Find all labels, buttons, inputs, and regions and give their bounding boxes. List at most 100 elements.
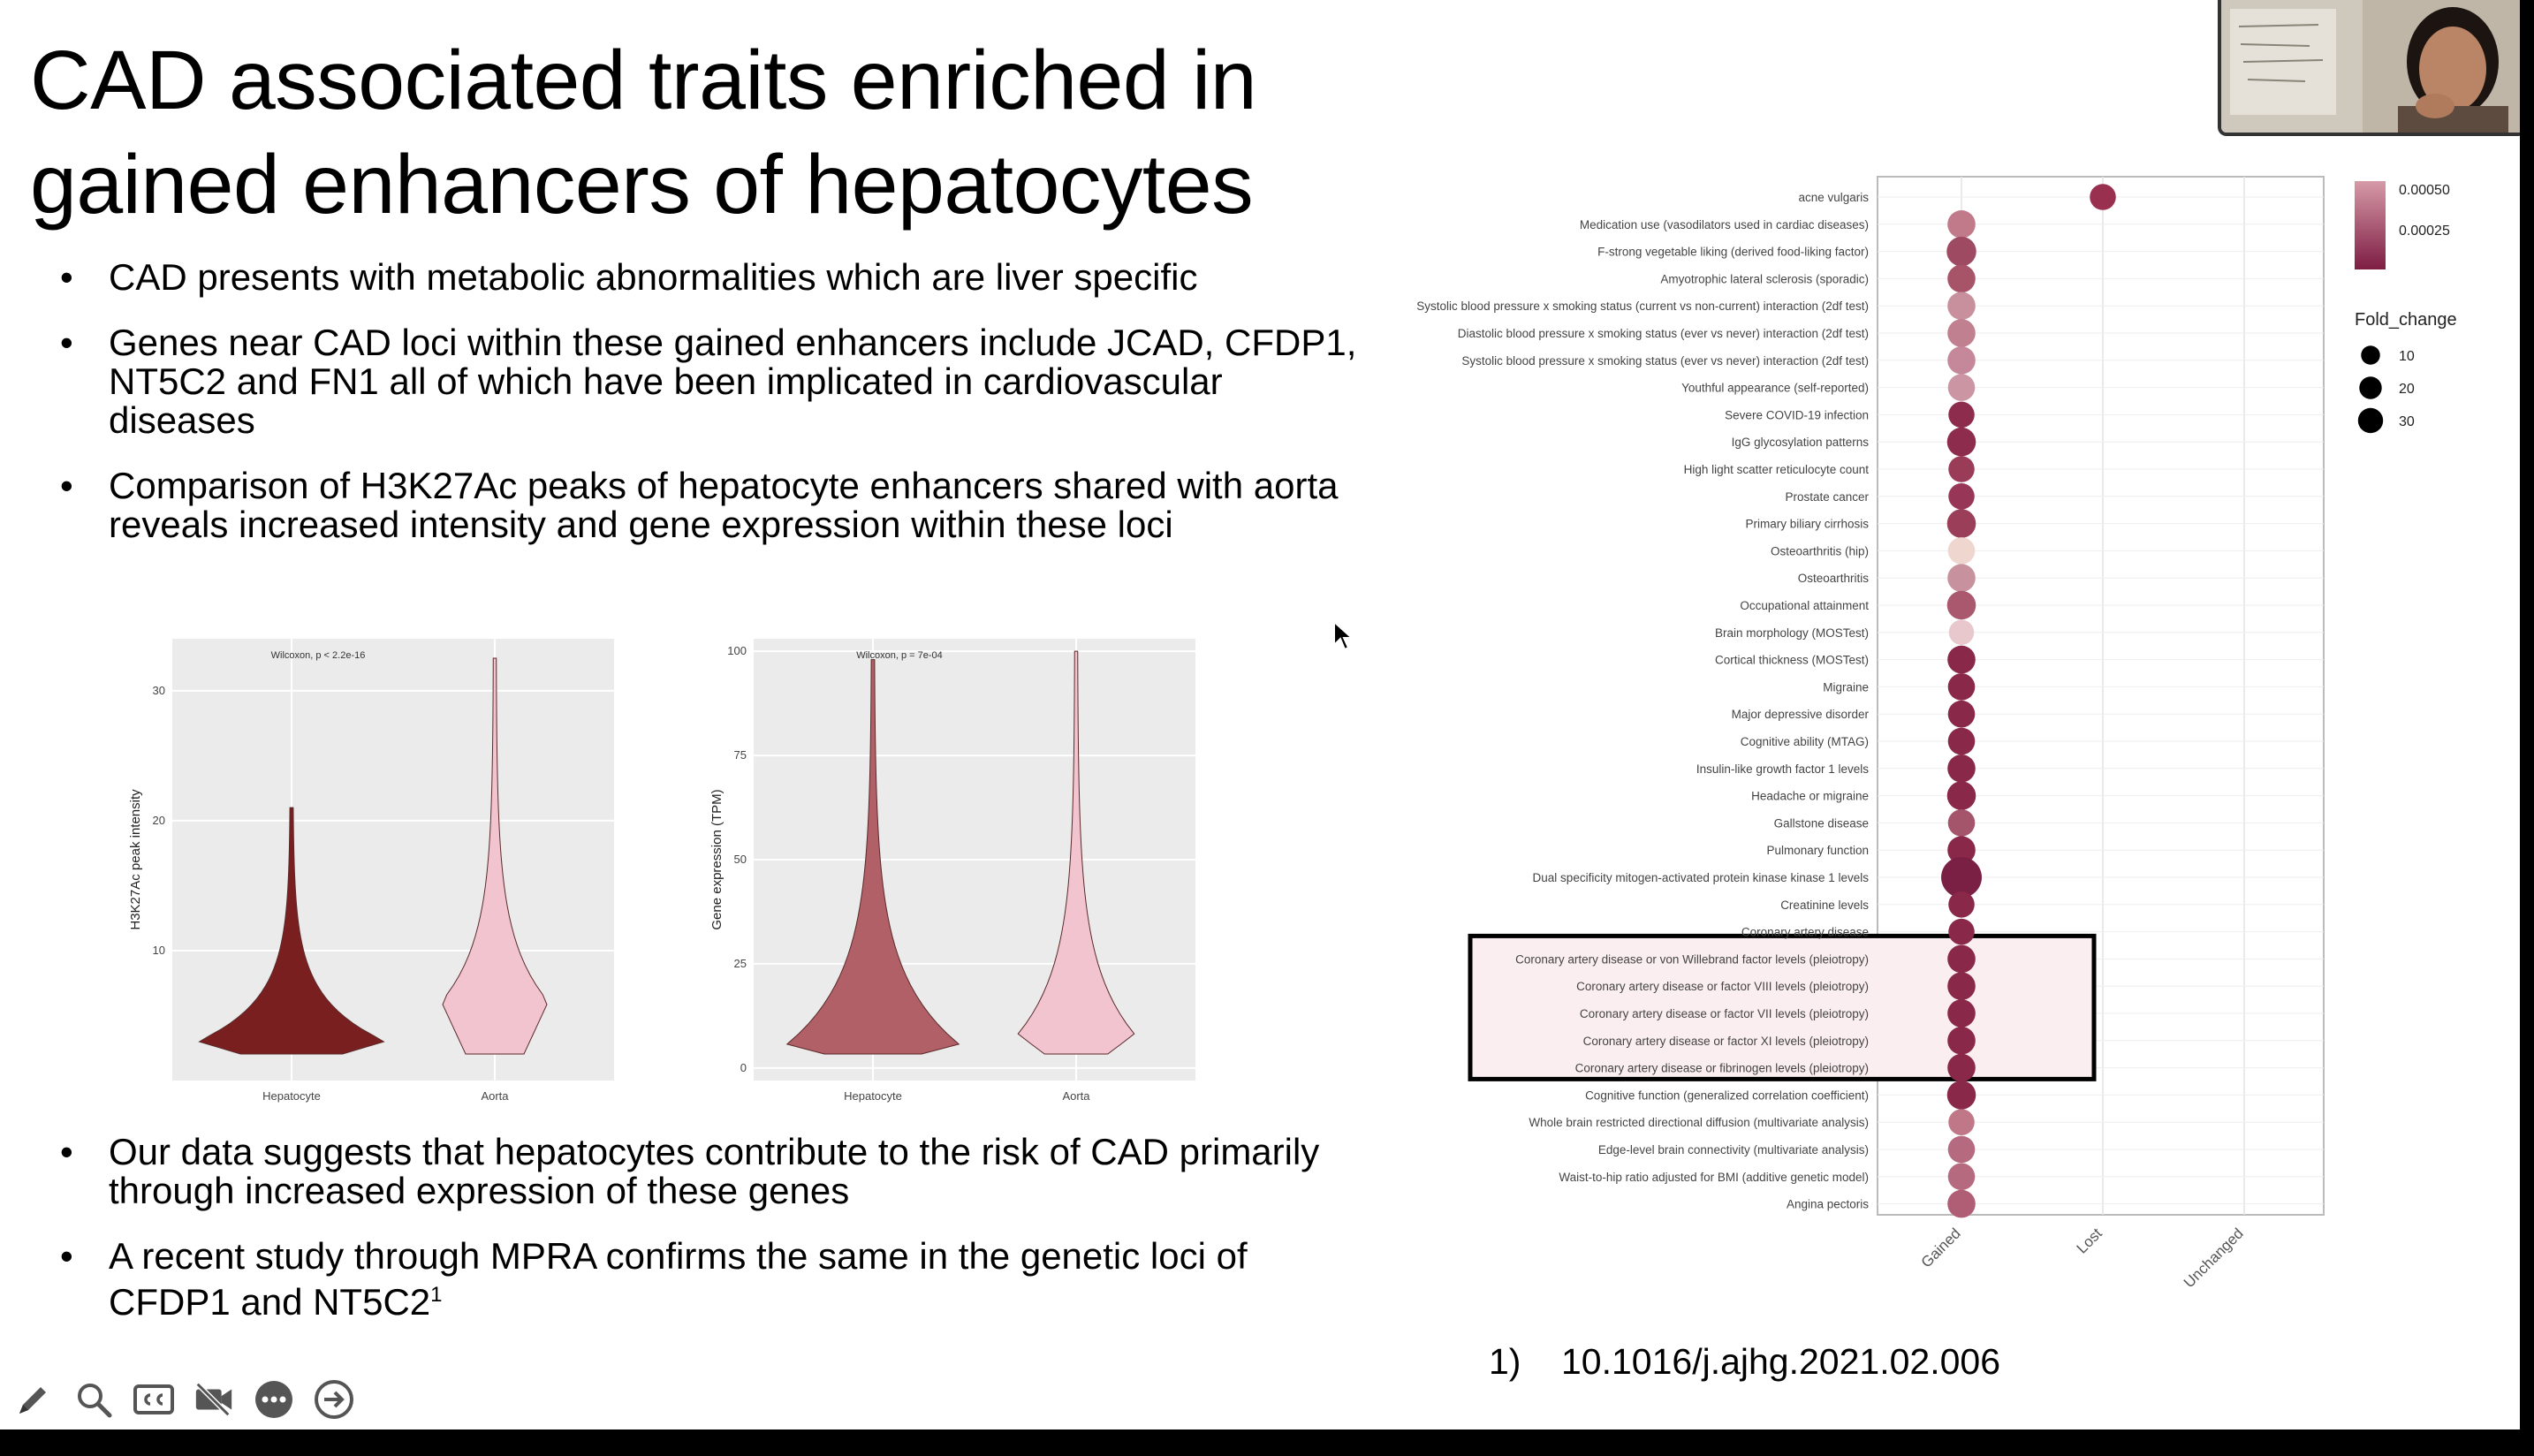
y-tick-label: 75 (734, 748, 747, 762)
y-axis-label: Gene expression (TPM) (709, 789, 725, 929)
bullet-item: Genes near CAD loci within these gained … (60, 323, 1363, 440)
y-tick-label: 0 (740, 1061, 747, 1074)
video-off-icon[interactable] (193, 1378, 235, 1421)
webcam-thumbnail (2218, 0, 2520, 136)
trait-label: Edge-level brain connectivity (multivari… (1598, 1143, 1869, 1156)
stat-subtitle: Wilcoxon, p < 2.2e-16 (271, 650, 366, 661)
x-tick-label: Lost (2074, 1225, 2105, 1256)
trait-label: Creatinine levels (1780, 899, 1869, 912)
violin-hepatocyte (198, 807, 385, 1055)
data-point (1947, 1163, 1976, 1191)
trait-label: Brain morphology (MOSTest) (1715, 626, 1869, 640)
trait-label: Cognitive function (generalized correlat… (1585, 1088, 1869, 1102)
trait-label: Migraine (1823, 680, 1869, 694)
data-point (1946, 509, 1976, 538)
reference-citation: 1) 10.1016/j.ajhg.2021.02.006 (1489, 1341, 2000, 1383)
data-point (1947, 700, 1976, 728)
trait-label: Coronary artery disease or factor VIII l… (1576, 980, 1869, 993)
trait-label: Diastolic blood pressure x smoking statu… (1458, 327, 1869, 340)
y-tick-label: 10 (153, 944, 165, 957)
size-legend-label: 20 (2399, 382, 2415, 397)
data-point (1947, 809, 1976, 837)
x-tick-label: Hepatocyte (844, 1089, 902, 1103)
pen-icon[interactable] (12, 1378, 55, 1421)
trait-label: Amyotrophic lateral sclerosis (sporadic) (1660, 272, 1869, 285)
trait-label: Headache or migraine (1751, 790, 1869, 803)
x-tick-label: Hepatocyte (262, 1089, 321, 1103)
violin-hepatocyte (785, 659, 960, 1055)
y-tick-label: 100 (727, 644, 747, 657)
trait-label: Coronary artery disease or factor XI lev… (1583, 1035, 1869, 1048)
trait-label: Primary biliary cirrhosis (1745, 518, 1869, 531)
y-tick-label: 30 (153, 684, 165, 697)
data-point (1947, 836, 1976, 865)
x-tick-label: Unchanged (2181, 1225, 2247, 1291)
colorbar-tick-label: 0.00050 (2399, 183, 2450, 198)
violin-aorta (442, 657, 548, 1055)
captions-icon[interactable] (133, 1378, 175, 1421)
size-legend-dot (2359, 376, 2382, 399)
bullet-list-bottom: Our data suggests that hepatocytes contr… (60, 1133, 1363, 1348)
data-point (1947, 944, 1976, 974)
mouse-cursor-icon (1333, 620, 1354, 651)
trait-label: Pulmonary function (1766, 844, 1869, 857)
presentation-toolbar (12, 1378, 355, 1421)
trait-label: Youthful appearance (self-reported) (1681, 382, 1869, 395)
violin-plot-h3k27ac: 10 20 30 Hepatocyte Aorta Wilcoxon, p < 2.2e-… (128, 639, 614, 1103)
data-point (1946, 1081, 1976, 1110)
trait-label: Coronary artery disease or von Willebran… (1515, 952, 1869, 966)
data-point (1947, 754, 1976, 783)
y-tick-label: 50 (734, 853, 747, 866)
trait-label: IgG glycosylation patterns (1732, 436, 1870, 449)
slide-canvas: CAD associated traits enriched in gained… (0, 0, 2520, 1429)
trait-label: Gallstone disease (1774, 816, 1869, 830)
size-legend-label: 10 (2399, 349, 2415, 364)
data-point (1948, 401, 1975, 428)
trait-label: Whole brain restricted directional diffu… (1529, 1116, 1869, 1129)
data-point (1947, 264, 1976, 293)
data-point (1948, 456, 1975, 482)
trait-label: Systolic blood pressure x smoking status… (1461, 354, 1869, 368)
data-point (1946, 236, 1976, 267)
trait-label: acne vulgaris (1798, 191, 1869, 204)
data-point (1947, 1135, 1976, 1164)
trait-label: Dual specificity mitogen-activated prote… (1533, 871, 1870, 884)
data-point (1941, 857, 1982, 898)
trait-label: Osteoarthritis (hip) (1771, 544, 1869, 557)
data-point (1948, 918, 1975, 945)
bullet-list-top: CAD presents with metabolic abnormalitie… (60, 258, 1363, 571)
y-tick-label: 20 (153, 814, 165, 827)
trait-label: Prostate cancer (1785, 490, 1869, 504)
bullet-item: Our data suggests that hepatocytes contr… (60, 1133, 1363, 1210)
data-point (1947, 319, 1976, 347)
trait-label: Osteoarthritis (1798, 572, 1870, 585)
data-point (1947, 209, 1976, 239)
colorbar-tick-label: 0.00025 (2399, 224, 2450, 239)
x-tick-label: Gained (1918, 1225, 1964, 1270)
plot-panel (172, 639, 614, 1081)
data-point (1947, 645, 1976, 674)
data-point (1947, 537, 1976, 565)
window-bottom-edge (0, 1429, 2534, 1456)
footnote-marker: 1 (430, 1283, 443, 1307)
magnifier-icon[interactable] (72, 1378, 115, 1421)
trait-label: Insulin-like growth factor 1 levels (1696, 762, 1869, 776)
size-legend-title: Fold_change (2355, 310, 2457, 330)
violin-plot-gene-expression: 0 25 50 75 100 Hepatocyte Aorta Wilcoxon, p = 7… (709, 639, 1195, 1103)
next-slide-arrow-icon[interactable] (313, 1378, 355, 1421)
x-tick-label: Aorta (481, 1089, 509, 1103)
trait-label: Cortical thickness (MOSTest) (1715, 654, 1869, 667)
bullet-item: CAD presents with metabolic abnormalitie… (60, 258, 1363, 298)
bullet-text: A recent study through MPRA confirms the… (109, 1235, 1248, 1323)
data-point (1947, 1026, 1976, 1055)
reference-number: 1) (1489, 1341, 1521, 1382)
y-axis-label: H3K27Ac peak intensity (128, 789, 143, 930)
stat-subtitle: Wilcoxon, p = 7e-04 (856, 650, 943, 661)
data-point (1947, 374, 1976, 401)
trait-label: Severe COVID-19 infection (1725, 408, 1869, 421)
gwas-dot-plot: acne vulgaris Medication use (vasodilator… (1416, 176, 2457, 1291)
bullet-item: Comparison of H3K27Ac peaks of hepatocyt… (60, 466, 1363, 544)
data-point (1948, 483, 1975, 510)
bullet-item: A recent study through MPRA confirms the… (60, 1237, 1363, 1322)
more-options-icon[interactable] (253, 1378, 295, 1421)
